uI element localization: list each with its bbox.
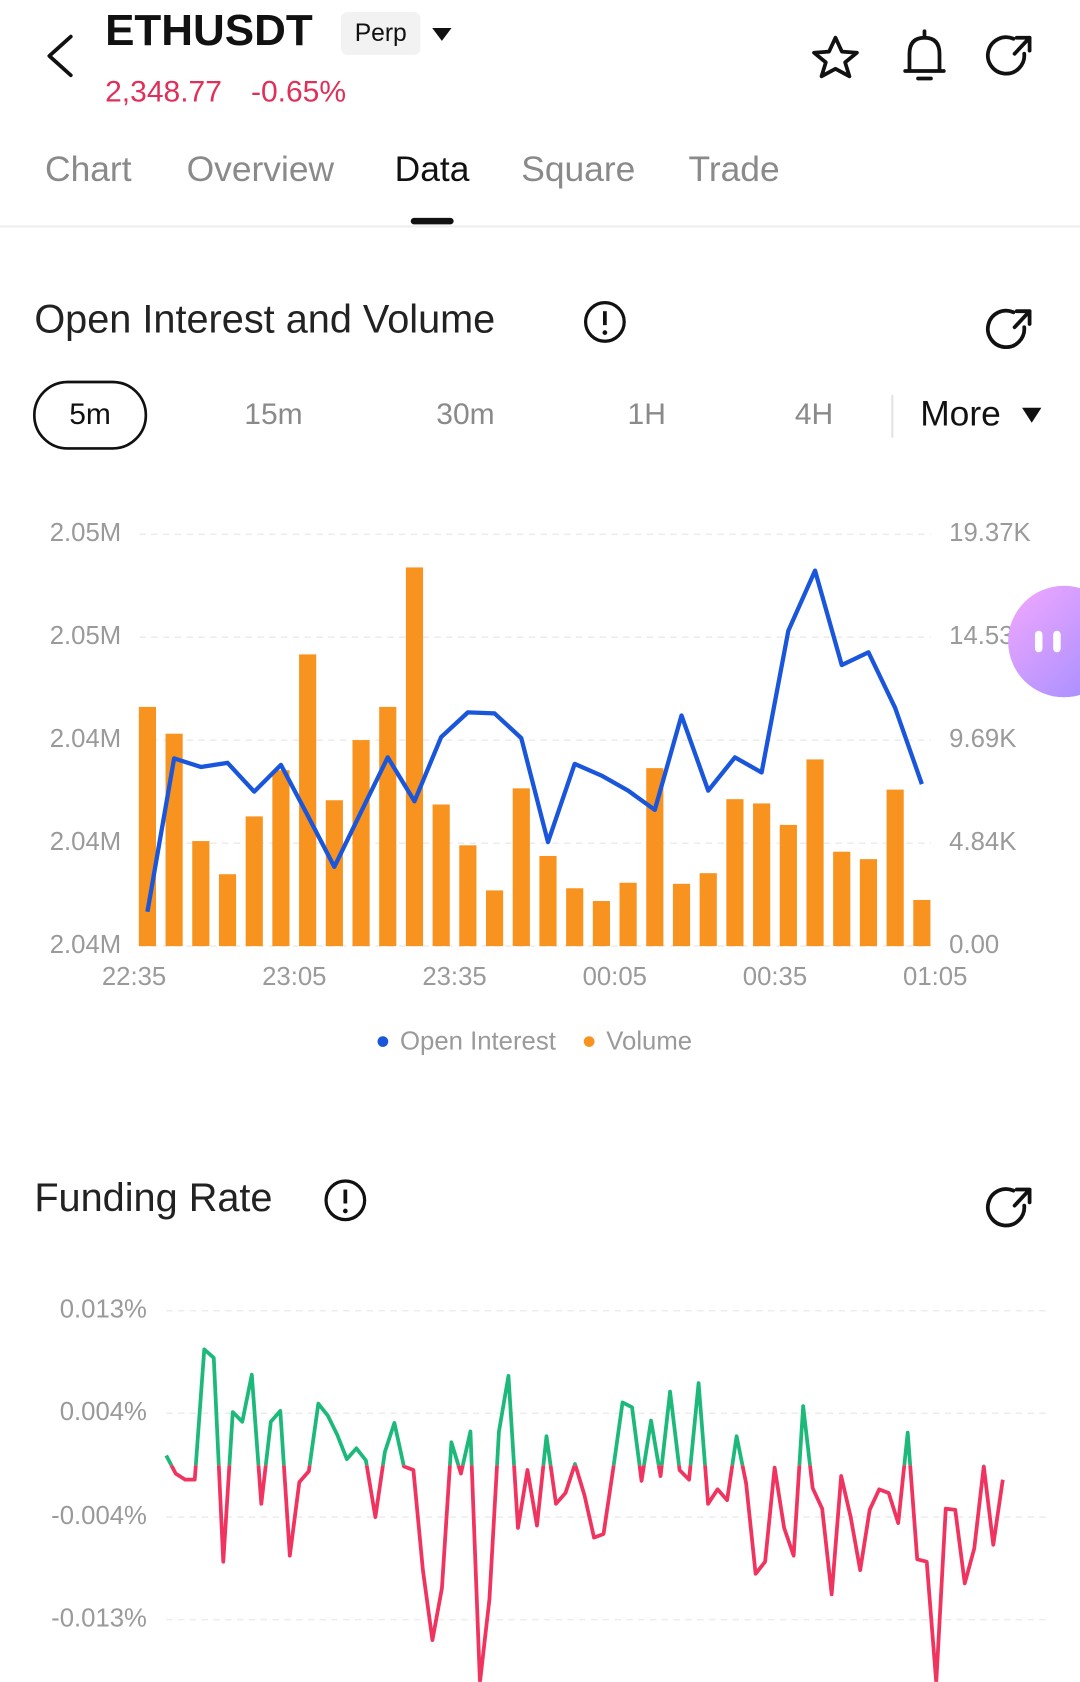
bar — [859, 859, 878, 947]
bar — [806, 759, 824, 947]
tab[interactable]: Chart — [45, 150, 132, 189]
oi-volume-chart: 2.04M 2.04M 2.04M 2.05M 2.05M 0.00 4.84K 9.69K 1… — [50, 519, 1031, 1055]
line-negative — [169, 1465, 1005, 1682]
section-title: Open Interest and Volume — [34, 297, 495, 341]
bar — [646, 768, 664, 947]
more-button[interactable]: More — [920, 395, 1001, 434]
tab[interactable]: Data — [395, 150, 470, 189]
y2-tick-label: 4.84K — [949, 828, 1016, 856]
price: 2,348.77 — [105, 75, 222, 108]
bar — [779, 824, 797, 947]
legend-dot — [583, 1036, 595, 1047]
interval[interactable]: 15m — [244, 398, 302, 431]
bar — [886, 789, 904, 947]
bar — [245, 816, 263, 947]
legend-dot — [377, 1036, 389, 1047]
bar — [619, 882, 637, 947]
x-tick-label: 22:35 — [102, 963, 166, 991]
bar — [352, 740, 370, 947]
bar — [539, 855, 557, 947]
y-tick-label: 0.013% — [60, 1296, 147, 1324]
share-icon[interactable] — [985, 1187, 1032, 1228]
y-tick-label: 0.004% — [60, 1398, 147, 1426]
bar — [459, 845, 477, 947]
y-tick-label: 2.04M — [50, 931, 121, 959]
interval-pill — [32, 380, 148, 450]
y2-tick-label: 19.37K — [949, 519, 1031, 547]
bar — [192, 841, 210, 947]
y-tick-label: -0.013% — [51, 1604, 147, 1632]
info-icon[interactable] — [583, 301, 626, 343]
price-change: -0.65% — [251, 75, 346, 108]
info-icon[interactable] — [324, 1179, 367, 1222]
y2-tick-label: 9.69K — [949, 725, 1016, 753]
bar — [592, 901, 610, 947]
funding-chart: 0.013% 0.004% -0.004% -0.013% — [51, 1296, 1046, 1682]
section-title: Funding Rate — [34, 1176, 272, 1220]
y-tick-label: 2.05M — [50, 519, 121, 547]
bar — [272, 770, 290, 947]
bar — [405, 567, 424, 947]
bar — [432, 804, 450, 947]
bar — [833, 851, 851, 947]
y2-tick-label: 0.00 — [949, 931, 999, 959]
bar — [753, 803, 771, 947]
badge-bg — [341, 11, 421, 55]
share-icon[interactable] — [985, 35, 1032, 76]
favorite-icon[interactable] — [812, 35, 859, 79]
alert-icon[interactable] — [903, 29, 946, 81]
bar — [726, 799, 744, 947]
y-tick-label: 2.04M — [50, 725, 121, 753]
interval[interactable]: 4H — [795, 398, 833, 431]
bar — [218, 874, 237, 947]
bar — [699, 873, 717, 947]
legend-label: Open Interest — [400, 1027, 556, 1055]
bar — [325, 800, 343, 947]
tab[interactable]: Overview — [187, 150, 335, 189]
interval[interactable]: 5m — [69, 398, 111, 431]
bar — [379, 706, 397, 947]
x-tick-label: 00:05 — [583, 963, 647, 991]
x-tick-label: 23:05 — [262, 963, 326, 991]
x-tick-label: 00:35 — [743, 963, 807, 991]
y-tick-label: 2.04M — [50, 828, 121, 856]
bar — [672, 883, 691, 947]
x-tick-label: 01:05 — [903, 963, 967, 991]
bar — [486, 890, 504, 947]
line — [145, 568, 924, 913]
interval[interactable]: 1H — [628, 398, 666, 431]
more-caret — [1022, 407, 1042, 423]
bar — [299, 654, 317, 947]
symbol: ETHUSDT — [105, 6, 313, 55]
y-tick-label: -0.004% — [51, 1502, 147, 1530]
badge: Perp — [355, 20, 407, 47]
y-tick-label: 2.05M — [50, 622, 121, 650]
x-tick-label: 23:35 — [422, 963, 486, 991]
bar — [566, 888, 584, 947]
tab[interactable]: Trade — [689, 150, 780, 189]
line-positive — [164, 1347, 986, 1466]
bar — [512, 788, 530, 947]
bar — [913, 899, 931, 947]
floating-assistant[interactable] — [1008, 585, 1080, 698]
tab-indicator — [410, 217, 454, 225]
share-icon[interactable] — [985, 308, 1032, 349]
interval[interactable]: 30m — [436, 398, 494, 431]
legend-label: Volume — [606, 1027, 692, 1055]
symbol-dropdown[interactable] — [432, 28, 452, 41]
tab[interactable]: Square — [521, 150, 635, 189]
back-button[interactable] — [47, 34, 73, 78]
